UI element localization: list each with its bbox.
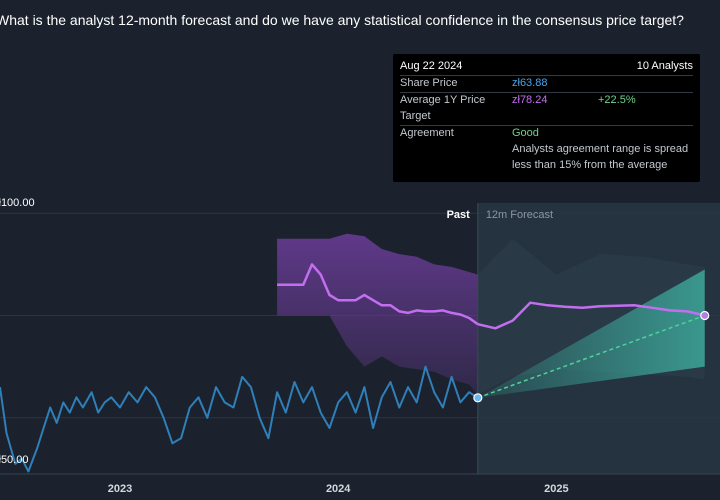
y-tick-label: zł100.00 — [0, 197, 35, 209]
current-price-marker — [473, 393, 483, 403]
y-tick-label: zł50.00 — [0, 454, 28, 466]
tooltip-divider — [400, 92, 693, 93]
tooltip-divider — [400, 75, 693, 76]
tooltip-divider — [400, 125, 693, 126]
tooltip-target-label-line1: Average 1Y Price — [400, 94, 486, 106]
x-tick-label: 2023 — [108, 483, 132, 495]
tooltip-agreement-label: Agreement — [400, 127, 454, 139]
tooltip-share-price-label: Share Price — [400, 77, 458, 89]
analyst-tooltip: Aug 22 2024 10 Analysts Share Price zł63… — [393, 54, 700, 182]
forecast-cone — [477, 269, 705, 398]
tooltip-target-label-line2: Target — [400, 110, 431, 122]
x-tick-label: 2024 — [326, 483, 351, 495]
share-price-line — [0, 365, 479, 473]
target-marker — [700, 310, 710, 321]
tooltip-agreement-value: Good — [512, 127, 539, 139]
x-tick-label: 2025 — [544, 483, 568, 495]
forecast-target-line — [477, 301, 705, 330]
tooltip-analyst-count: 10 Analysts — [636, 60, 693, 72]
past-label: Past — [447, 209, 471, 221]
tooltip-share-price-value: zł63.88 — [512, 77, 548, 89]
target-line — [277, 263, 479, 326]
tooltip-agreement-note-line1: Analysts agreement range is spread — [512, 143, 689, 155]
tooltip-target-value: zł78.24 — [512, 94, 548, 106]
target-range-band — [277, 233, 478, 395]
projection-line — [477, 314, 705, 399]
tooltip-date: Aug 22 2024 — [400, 60, 463, 72]
page-title: What is the analyst 12-month forecast an… — [0, 12, 684, 28]
tooltip-target-change: +22.5% — [598, 94, 636, 106]
tooltip-agreement-note-line2: less than 15% from the average — [512, 159, 668, 171]
forecast-label: 12m Forecast — [486, 209, 553, 221]
